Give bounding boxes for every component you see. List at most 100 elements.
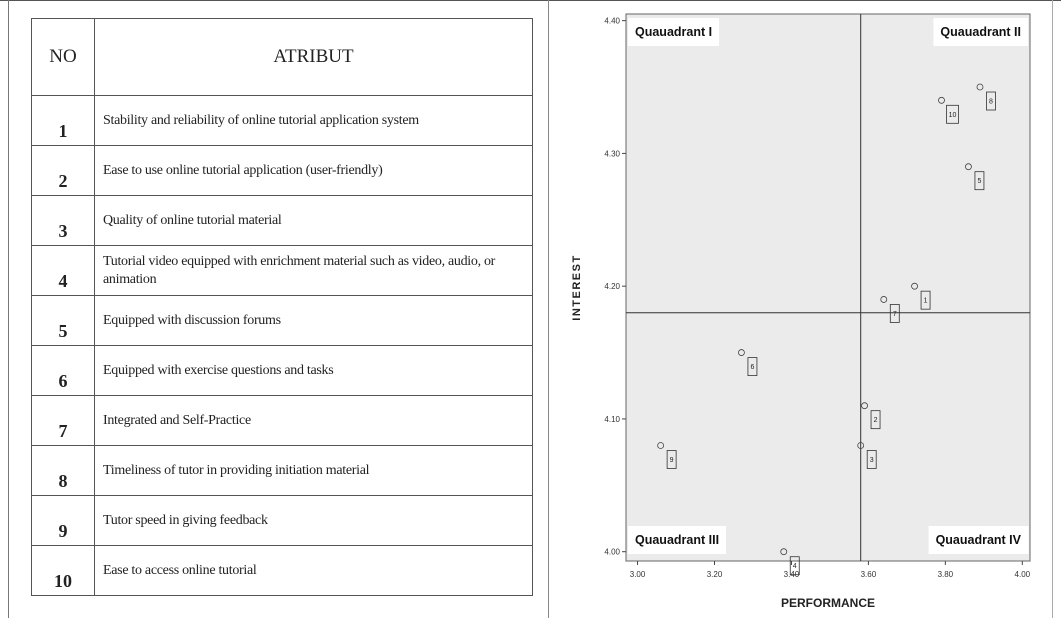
row-attribute: Ease to use online tutorial application …: [94, 145, 533, 196]
ipa-scatter-chart: 3.00 3.20 3.40 3.60 3.80 4.00 4.004.104.204.3…: [571, 13, 1031, 610]
scatter-point: 1: [911, 282, 931, 310]
row-number: 4: [31, 245, 95, 296]
table-row: 4 Tutorial video equipped with enrichmen…: [31, 245, 533, 296]
row-attribute: Equipped with discussion forums: [94, 295, 533, 346]
point-label: 2: [874, 417, 878, 424]
quadrant-label-bg: [933, 18, 1028, 46]
row-number: 1: [31, 95, 95, 146]
table-row: 7 Integrated and Self-Practice: [31, 395, 533, 446]
point-label-box: [920, 290, 931, 310]
row-number: 3: [31, 195, 95, 246]
table-row: 3 Quality of online tutorial material: [31, 195, 533, 246]
x-tick-label: 3.60: [861, 570, 877, 579]
y-tick-label: 4.00: [604, 548, 620, 557]
table-row: 8 Timeliness of tutor in providing initi…: [31, 445, 533, 496]
quadrant-label-text: Quauadrant IV: [936, 533, 1022, 547]
header-no: NO: [31, 18, 95, 96]
scatter-point: 2: [861, 402, 881, 430]
row-attribute: Quality of online tutorial material: [94, 195, 533, 246]
point-label: 10: [949, 112, 957, 119]
quadrant-label-bg: [628, 18, 720, 46]
row-number: 10: [31, 545, 95, 596]
point-label: 4: [793, 563, 797, 570]
scatter-point: 7: [880, 296, 900, 323]
point-label-box: [789, 556, 800, 576]
scatter-point: 3: [857, 442, 877, 469]
scatter-point: 9: [657, 442, 677, 469]
scatter-point: 10: [938, 96, 959, 124]
point-label: 9: [670, 457, 674, 464]
row-number: 2: [31, 145, 95, 196]
y-axis-title: INTEREST: [571, 254, 583, 320]
quadrant-label-text: Quauadrant II: [940, 25, 1021, 39]
point-marker: [657, 442, 665, 449]
point-label-box: [866, 450, 877, 469]
point-label-box: [870, 410, 881, 430]
point-label-box: [666, 450, 677, 469]
row-number: 7: [31, 395, 95, 446]
point-marker: [911, 282, 918, 290]
x-tick-label: 4.00: [1015, 570, 1031, 579]
quadrant-label: Quauadrant I: [628, 18, 720, 46]
frame-right-border: [1052, 0, 1053, 618]
table-row: 2 Ease to use online tutorial applicatio…: [31, 145, 533, 196]
table-row: 5 Equipped with discussion forums: [31, 295, 533, 346]
y-tick-label: 4.20: [604, 282, 620, 291]
plot-area: [625, 13, 1031, 562]
row-number: 5: [31, 295, 95, 346]
point-label-box: [974, 171, 985, 191]
x-tick-label: 3.00: [630, 570, 646, 579]
row-attribute: Ease to access online tutorial: [94, 545, 533, 596]
y-axis-ticks: 4.00 4.10 4.20 4.30 4.40: [604, 17, 626, 557]
point-label-box: [889, 304, 900, 323]
scatter-point: 6: [738, 349, 758, 376]
table-row: 1 Stability and reliability of online tu…: [31, 95, 533, 146]
table-row: 9 Tutor speed in giving feedback: [31, 495, 533, 546]
point-label: 8: [989, 99, 993, 106]
point-label-box: [946, 104, 959, 124]
x-tick-label: 3.20: [707, 570, 723, 579]
point-marker: [780, 548, 788, 556]
quadrant-label-text: Quauadrant I: [635, 25, 712, 39]
point-marker: [738, 349, 745, 356]
point-marker: [976, 83, 984, 91]
frame-left-border: [8, 0, 9, 618]
point-label-box: [986, 91, 996, 111]
y-tick-label: 4.30: [604, 149, 620, 158]
quadrant-label: Quauadrant III: [628, 526, 727, 554]
row-number: 6: [31, 345, 95, 396]
row-attribute: Tutor speed in giving feedback: [94, 495, 533, 546]
row-attribute: Stability and reliability of online tuto…: [94, 95, 533, 146]
x-axis-title: PERFORMANCE: [781, 596, 875, 610]
attribute-table: NO ATRIBUT 1 Stability and reliability o…: [31, 18, 533, 596]
point-marker: [861, 402, 868, 410]
table-row: 6 Equipped with exercise questions and t…: [31, 345, 533, 396]
point-label: 1: [924, 298, 928, 305]
row-attribute: Equipped with exercise questions and tas…: [94, 345, 533, 396]
y-tick-label: 4.40: [604, 17, 620, 26]
table-header-row: NO ATRIBUT: [31, 18, 533, 96]
point-marker: [965, 163, 972, 171]
point-label: 5: [977, 178, 981, 185]
header-attribute: ATRIBUT: [94, 18, 533, 96]
point-label: 7: [893, 311, 897, 318]
point-label-box: [747, 357, 758, 376]
row-number: 8: [31, 445, 95, 496]
point-label: 3: [870, 457, 874, 464]
scatter-point: 4: [780, 548, 800, 576]
point-marker: [880, 296, 888, 303]
data-points: 10 8 5 7 1 6 2 3 9 4: [657, 83, 996, 576]
table-row: 10 Ease to access online tutorial: [31, 545, 533, 596]
frame-top-border: [0, 0, 1061, 1]
quadrant-label: Quauadrant IV: [928, 526, 1029, 554]
frame-divider: [548, 0, 549, 618]
point-label: 6: [750, 364, 754, 371]
scatter-point: 5: [965, 163, 985, 191]
scatter-point: 8: [976, 83, 996, 111]
x-axis-ticks: 3.00 3.20 3.40 3.60 3.80 4.00: [630, 561, 1031, 579]
y-tick-label: 4.10: [604, 415, 620, 424]
x-tick-label: 3.80: [938, 570, 954, 579]
row-attribute: Tutorial video equipped with enrichment …: [94, 245, 533, 296]
row-attribute: Integrated and Self-Practice: [94, 395, 533, 446]
quadrant-label-bg: [628, 526, 727, 554]
